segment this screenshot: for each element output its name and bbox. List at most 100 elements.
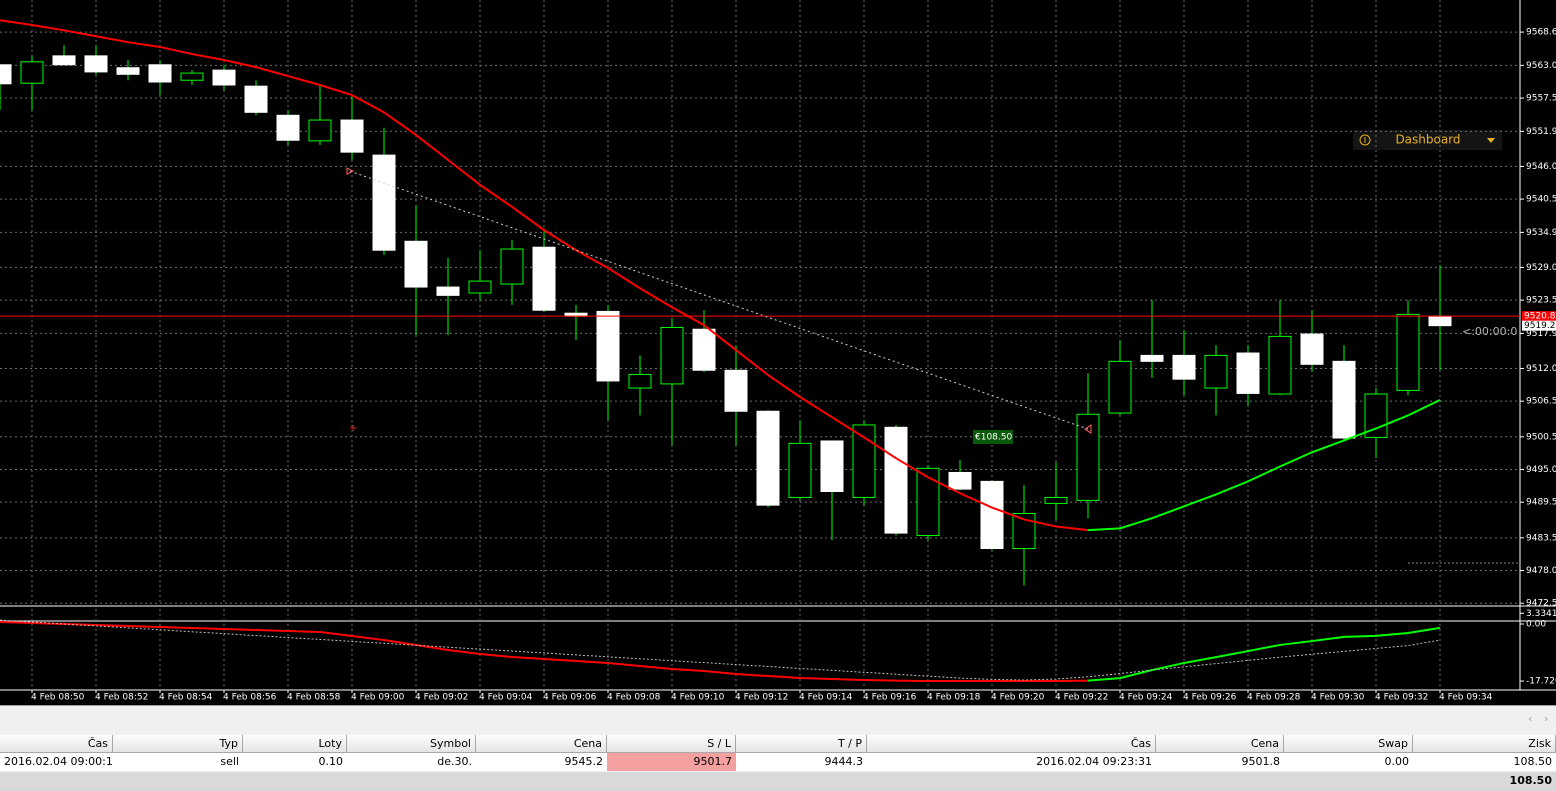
info-icon	[1359, 134, 1371, 146]
candle-body	[372, 154, 396, 251]
x-tick-label: 4 Feb 09:22	[1055, 693, 1108, 703]
countdown: <:00:00:0	[1462, 325, 1517, 338]
candle-body	[1076, 413, 1100, 501]
candle-body	[1172, 354, 1196, 380]
column-header[interactable]: Typ	[113, 735, 243, 753]
scroll-right[interactable]: ›	[1544, 712, 1549, 725]
y-tick-label: 9557.5	[1526, 94, 1556, 104]
candle-body	[308, 119, 332, 142]
x-tick-label: 4 Feb 09:04	[479, 693, 533, 703]
y-tick-label: 9478.0	[1526, 566, 1556, 576]
candle-body	[1012, 512, 1036, 550]
candle-body	[628, 373, 652, 389]
candle-body	[596, 310, 620, 382]
x-tick-label: 4 Feb 09:10	[671, 693, 725, 703]
column-header[interactable]: S / L	[607, 735, 736, 753]
column-header[interactable]: T / P	[736, 735, 867, 753]
chart: Dashboard 9568.6 9563.0 9557.5 9551.9 9546.0…	[0, 0, 1556, 705]
ask-label-box	[1522, 311, 1556, 322]
candle-body	[788, 442, 812, 498]
candle-body	[1396, 313, 1420, 391]
dashboard-box	[1353, 130, 1502, 150]
x-tick-label: 4 Feb 08:50	[31, 693, 85, 703]
candle-body	[1300, 333, 1324, 365]
y-tick-label: 3.3341	[1526, 609, 1556, 619]
column-header[interactable]: Zisk	[1413, 735, 1556, 753]
candle-body	[180, 72, 204, 81]
profit-label: €108.50	[975, 433, 1012, 443]
candle-body	[756, 410, 780, 506]
candle-body	[1332, 360, 1356, 439]
candle-body	[820, 440, 844, 492]
y-tick-label: 9495.0	[1526, 465, 1556, 475]
y-tick-label: 9483.5	[1526, 533, 1556, 543]
x-tick-label: 4 Feb 09:00	[351, 693, 405, 703]
table-cell: 9501.7	[607, 753, 736, 771]
series-line	[1087, 626, 1441, 682]
candle-body	[980, 480, 1004, 550]
table-cell: 108.50	[1413, 753, 1556, 771]
series-line	[0, 619, 1441, 681]
table-cell: 0.10	[243, 753, 347, 771]
candle-body	[500, 248, 524, 285]
series-line	[1087, 399, 1441, 532]
table-cell: 9444.3	[736, 753, 867, 771]
candle-body	[404, 240, 428, 288]
y-tick-label: 9534.9	[1526, 228, 1556, 238]
trade-line	[349, 170, 1089, 430]
bid-label-box	[1522, 320, 1556, 331]
column-header[interactable]: Loty	[243, 735, 347, 753]
candle-body	[84, 55, 108, 73]
column-header[interactable]: Symbol	[347, 735, 476, 753]
column-header[interactable]: Cena	[1156, 735, 1284, 753]
x-tick-label: 4 Feb 09:26	[1183, 693, 1237, 703]
candle-body	[1236, 352, 1260, 394]
y-tick-label: 9563.0	[1526, 61, 1556, 71]
candle-body	[660, 326, 684, 385]
sl-marker: +	[349, 423, 357, 434]
column-header[interactable]: Swap	[1284, 735, 1413, 753]
x-tick-label: 4 Feb 09:28	[1247, 693, 1301, 703]
candle-body	[692, 328, 716, 371]
dashboard-label: Dashboard	[1395, 133, 1460, 147]
table-cell: 9545.2	[476, 753, 607, 771]
column-header[interactable]: Cena	[476, 735, 607, 753]
total-row: 108.50	[0, 772, 1556, 791]
candle-body	[1044, 496, 1068, 504]
candle-body	[340, 119, 364, 153]
candle-body	[148, 64, 172, 83]
candle-body	[244, 85, 268, 113]
table-cell: 2016.02.04 09:00:14	[0, 753, 113, 771]
x-tick-label: 4 Feb 08:54	[159, 693, 213, 703]
y-tick-label: 9568.6	[1526, 28, 1556, 38]
candle-body	[1140, 354, 1164, 362]
dropdown-arrow	[1487, 138, 1495, 143]
x-tick-label: 4 Feb 09:30	[1311, 693, 1365, 703]
dashboard-button[interactable]: Dashboard	[1353, 130, 1502, 150]
series-line	[0, 621, 1089, 683]
profit-box	[973, 430, 1013, 444]
candle-body	[20, 61, 44, 84]
x-tick-label: 4 Feb 08:56	[223, 693, 277, 703]
column-header[interactable]: Čas	[867, 735, 1156, 753]
candle-body	[1108, 360, 1132, 414]
trade-close-marker	[1084, 424, 1092, 435]
x-tick-label: 4 Feb 09:06	[543, 693, 597, 703]
column-header[interactable]: Čas	[0, 735, 113, 753]
bid-label: 9519.2	[1524, 321, 1556, 331]
y-tick-label: 9472.5	[1526, 599, 1556, 609]
x-tick-label: 4 Feb 09:18	[927, 693, 981, 703]
ask-label: 9520.8	[1524, 312, 1556, 322]
x-tick-label: 4 Feb 09:34	[1439, 693, 1493, 703]
candle-body	[724, 369, 748, 412]
chart-background	[0, 0, 1556, 705]
scroll-left[interactable]: ‹	[1528, 712, 1533, 725]
x-tick-label: 4 Feb 09:02	[415, 693, 468, 703]
y-tick-label: -17.720	[1526, 677, 1556, 687]
scroll-area: ‹ ›	[0, 705, 1556, 735]
candle-body	[948, 471, 972, 490]
candle-body	[436, 286, 460, 296]
y-tick-label: 9500.5	[1526, 432, 1556, 442]
